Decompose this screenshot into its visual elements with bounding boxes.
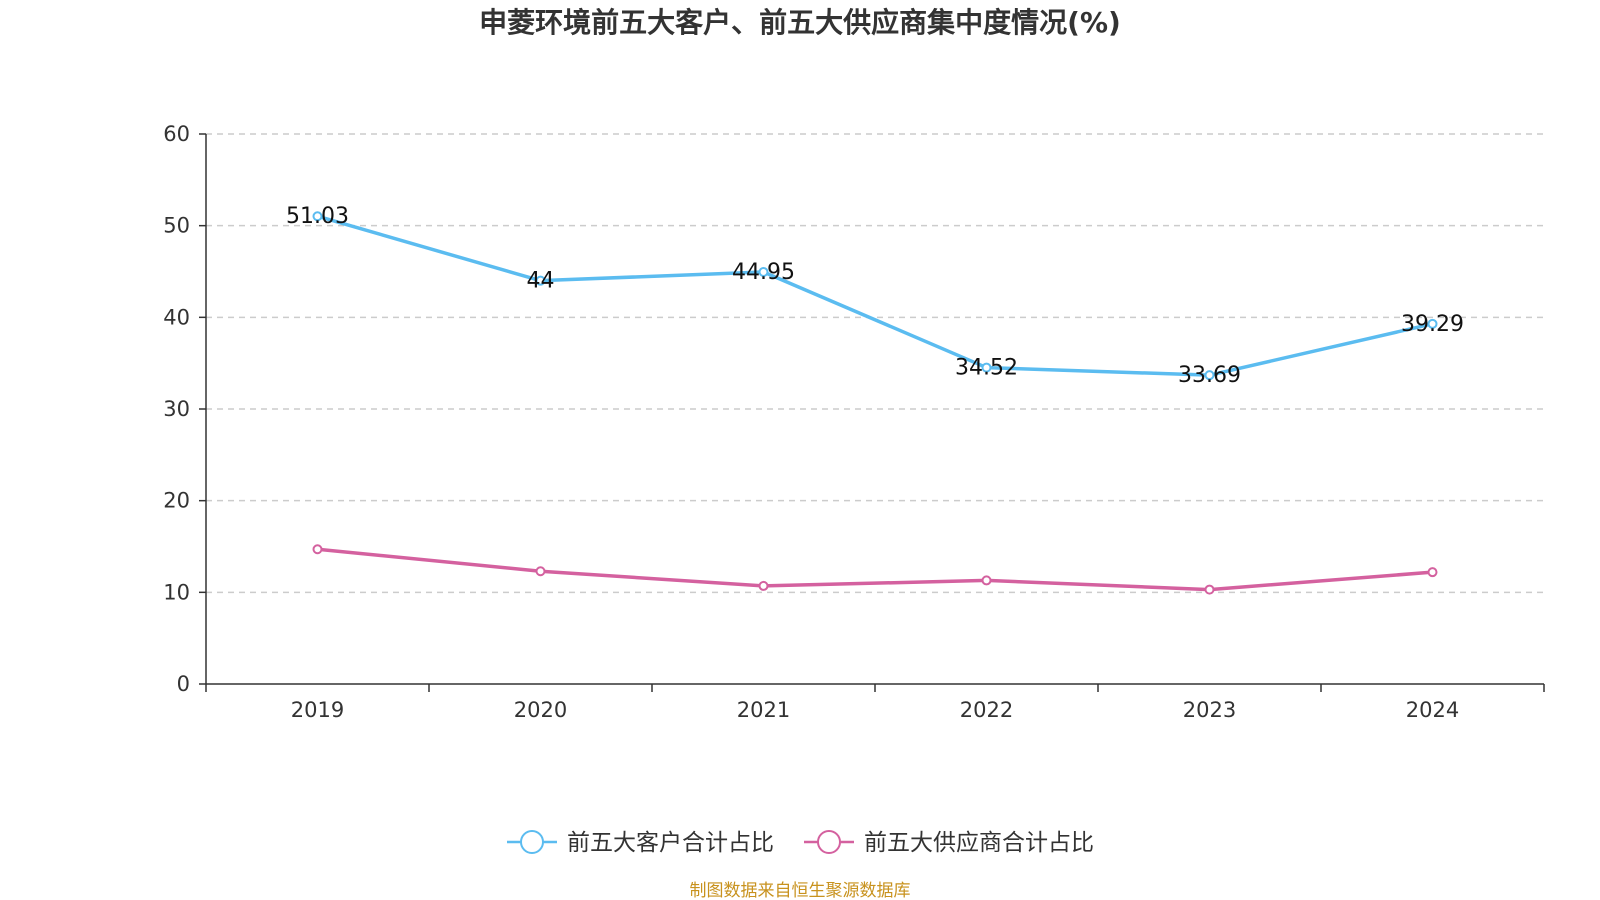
data-label-s0-2023: 33.69 xyxy=(1178,363,1241,388)
data-point-s0-2019[interactable] xyxy=(312,211,323,222)
legend-item-0[interactable]: 前五大客户合计占比 xyxy=(507,830,774,856)
series-layer xyxy=(312,211,1438,595)
data-point-s0-2023[interactable] xyxy=(1204,370,1215,381)
data-point-s1-2024[interactable] xyxy=(1427,567,1438,578)
x-tick-label-2022: 2022 xyxy=(960,698,1013,722)
y-tick-label: 60 xyxy=(163,122,190,146)
legend-label: 前五大客户合计占比 xyxy=(567,830,774,856)
data-point-s0-2021[interactable] xyxy=(758,266,769,277)
grid-lines xyxy=(206,133,1544,594)
legend-label: 前五大供应商合计占比 xyxy=(864,830,1094,856)
x-tick-label-2021: 2021 xyxy=(737,698,790,722)
data-label-s0-2024: 39.29 xyxy=(1401,312,1464,337)
data-point-s0-2024[interactable] xyxy=(1427,318,1438,329)
y-tick-label: 20 xyxy=(163,489,190,513)
y-tick-label: 50 xyxy=(163,214,190,238)
legend-marker-icon xyxy=(817,830,841,854)
data-point-s1-2019[interactable] xyxy=(312,544,323,555)
x-tick-label-2020: 2020 xyxy=(514,698,567,722)
legend-marker-icon xyxy=(520,830,544,854)
chart-title: 申菱环境前五大客户、前五大供应商集中度情况(%) xyxy=(479,6,1121,39)
source-note: 制图数据来自恒生聚源数据库 xyxy=(690,881,911,900)
legend[interactable]: 前五大客户合计占比 前五大供应商合计占比 xyxy=(507,830,1094,856)
data-point-s0-2022[interactable] xyxy=(981,362,992,373)
data-label-s0-2022: 34.52 xyxy=(955,356,1018,381)
y-tick-label: 0 xyxy=(177,672,190,696)
axes: 0 10 20 30 40 50 60 2019 2020 2021 2022 2023 2024 xyxy=(163,122,1545,722)
data-point-s1-2023[interactable] xyxy=(1204,584,1215,595)
data-label-s0-2019: 51.03 xyxy=(286,204,349,229)
data-labels: 51.03 44 44.95 34.52 33.69 39.29 xyxy=(286,204,1464,388)
x-tick-label-2019: 2019 xyxy=(291,698,344,722)
legend-item-1[interactable]: 前五大供应商合计占比 xyxy=(804,830,1094,856)
data-point-s0-2020[interactable] xyxy=(535,275,546,286)
y-tick-label: 10 xyxy=(163,580,190,604)
x-tick-label-2024: 2024 xyxy=(1406,698,1459,722)
data-point-s1-2022[interactable] xyxy=(981,575,992,586)
y-tick-label: 40 xyxy=(163,305,190,329)
series-line-0 xyxy=(317,214,1433,377)
y-tick-label: 30 xyxy=(163,397,190,421)
data-label-s0-2020: 44 xyxy=(527,269,555,294)
data-point-s1-2020[interactable] xyxy=(535,566,546,577)
x-tick-label-2023: 2023 xyxy=(1183,698,1236,722)
data-point-s1-2021[interactable] xyxy=(758,580,769,591)
data-label-s0-2021: 44.95 xyxy=(732,260,795,285)
series-line-1 xyxy=(317,547,1433,592)
